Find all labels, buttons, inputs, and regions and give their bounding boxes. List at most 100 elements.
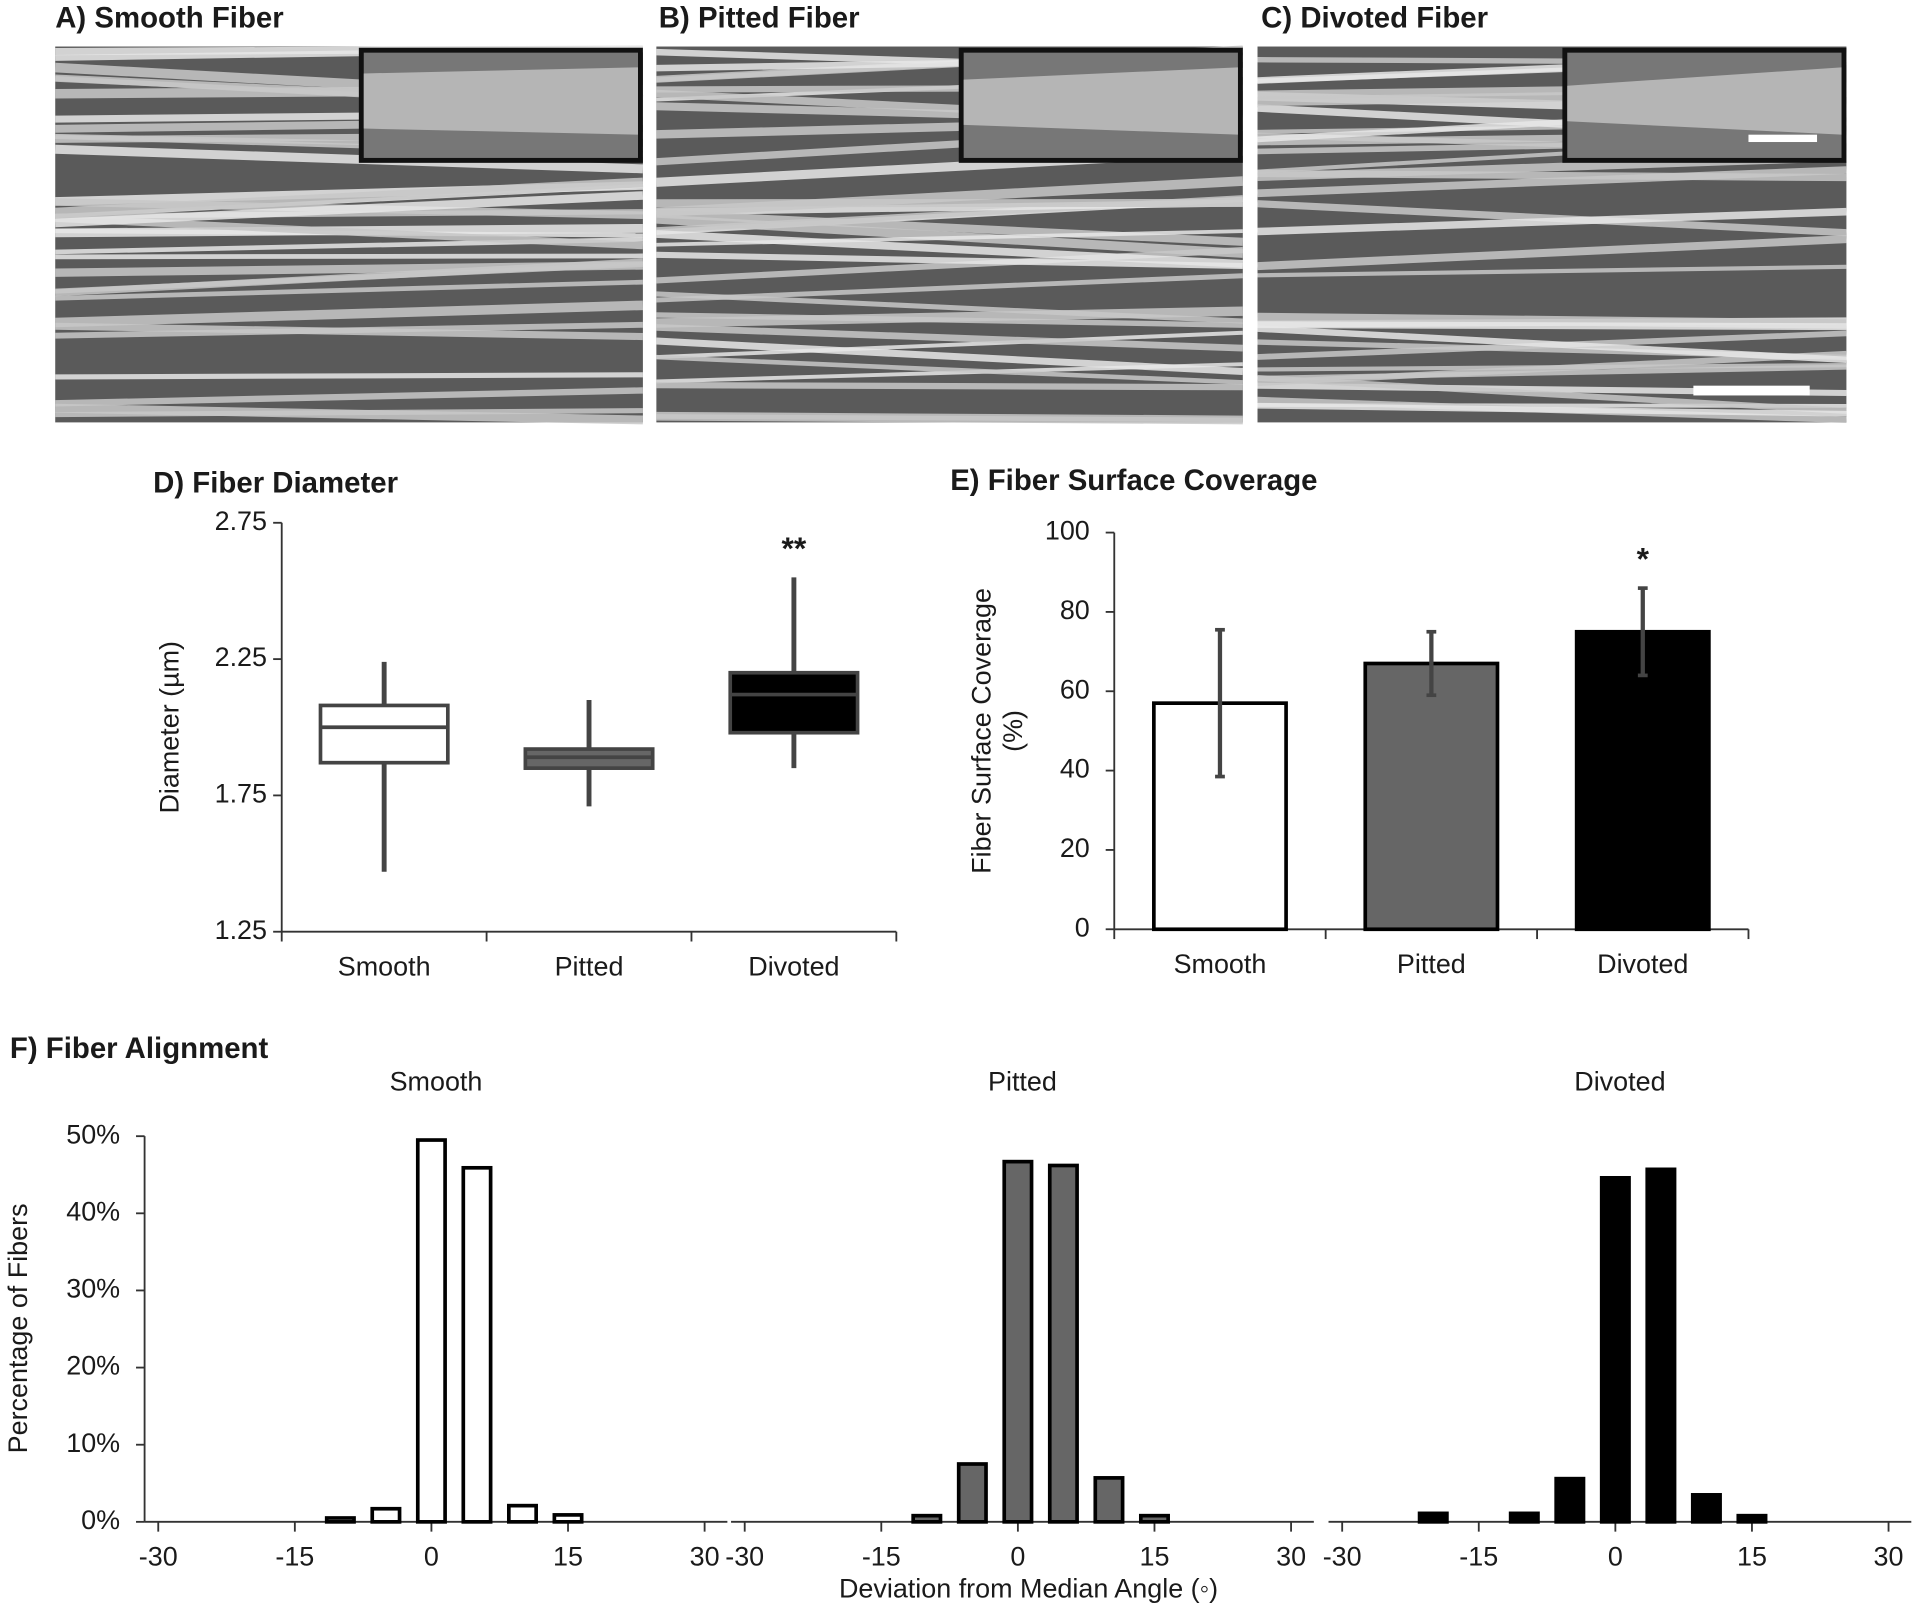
bar [324,1516,356,1524]
fiber [1257,374,1847,414]
subtitle: Divoted [1574,1067,1665,1097]
fiber [656,337,1244,376]
y-tick-label: 80 [1060,595,1090,625]
y-tick-label: 60 [1060,674,1090,704]
x-tick-label: 30 [1276,1542,1306,1572]
y-tick-label: 30% [66,1274,120,1304]
fiber [656,414,1243,423]
y-tick-label: 0% [81,1505,120,1535]
fiber [656,312,1243,328]
bar [1417,1511,1449,1524]
bar [1554,1476,1586,1524]
x-tick-label: -15 [1459,1542,1498,1572]
fiber [54,177,644,218]
fiber [55,253,643,260]
fiber [1257,207,1847,236]
fiber [1257,169,1847,182]
bar [506,1503,538,1524]
bar [1736,1513,1768,1524]
x-axis-title: Deviation from Median Angle (◦) [839,1574,1218,1604]
bar [911,1513,943,1524]
x-tick-label: 15 [1140,1542,1170,1572]
y-tick-label: 20 [1060,833,1090,863]
fiber [656,354,1243,385]
image-title: A) Smooth Fiber [55,1,283,34]
panel-title: F) Fiber Alignment [10,1032,269,1065]
y-axis-title: (%) [998,710,1028,752]
fiber [55,214,644,250]
y-tick-label: 2.75 [215,506,267,536]
fiber [55,144,644,174]
x-tick-label: Pitted [1397,949,1466,979]
bar [1690,1493,1722,1524]
bar [1002,1159,1034,1524]
bar [415,1138,447,1524]
x-tick-label: Pitted [555,952,624,982]
y-tick-label: 2.25 [215,642,267,672]
chart-title: D) Fiber Diameter [153,467,398,500]
inset-fiber [963,67,1238,135]
chart-title: E) Fiber Surface Coverage [950,464,1317,497]
fiber [55,261,644,294]
fiber [55,387,643,407]
bar [1093,1476,1125,1524]
x-tick-label: -15 [862,1542,901,1572]
fiber [656,306,1243,328]
y-tick-label: 20% [66,1351,120,1381]
y-tick-label: 40% [66,1196,120,1226]
bar [1363,661,1500,932]
bar [956,1462,988,1524]
fiber [55,372,643,380]
sem-image [54,45,644,425]
fiber [55,279,643,301]
bar [552,1513,584,1524]
fiber [1257,321,1847,331]
fiber [656,273,1243,303]
x-tick-label: Smooth [1174,949,1267,979]
y-tick-label: 1.75 [215,779,267,809]
y-tick-label: 50% [66,1119,120,1149]
y-axis-title: Fiber Surface Coverage [966,588,996,874]
fiber [656,330,1243,360]
x-tick-label: -30 [1323,1542,1362,1572]
fiber [1257,264,1847,278]
image-title: B) Pitted Fiber [659,1,860,34]
sem-image [656,45,1244,425]
fiber [1257,364,1847,382]
bar [1599,1175,1631,1524]
x-tick-label: 0 [1608,1542,1623,1572]
x-tick-label: Divoted [748,952,839,982]
x-tick-label: 0 [424,1542,439,1572]
x-tick-label: Divoted [1597,949,1688,979]
y-axis-title: Percentage of Fibers [3,1203,33,1453]
fiber [656,209,1244,246]
y-tick-label: 100 [1045,516,1090,546]
fiber [1257,235,1847,271]
fiber [656,381,1243,391]
fiber [1257,402,1847,417]
fiber [656,230,1244,268]
bar [1574,629,1711,932]
x-tick-label: -30 [139,1542,178,1572]
inset-fiber [1567,67,1842,135]
fiber [656,229,1243,247]
subtitle: Smooth [390,1067,483,1097]
box [728,670,860,735]
fiber [656,176,1244,218]
y-tick-label: 1.25 [215,915,267,945]
annotation: * [1637,541,1650,577]
inset-fiber [363,67,638,135]
y-tick-label: 10% [66,1428,120,1458]
x-tick-label: Smooth [338,952,431,982]
fiber [656,251,1243,270]
fiber [1257,325,1847,364]
bar [370,1506,402,1524]
fiber [1257,363,1847,372]
subtitle: Pitted [988,1067,1057,1097]
x-tick-label: 0 [1010,1542,1025,1572]
fiber [55,322,643,341]
fiber [55,300,644,328]
x-tick-label: 30 [1874,1542,1904,1572]
